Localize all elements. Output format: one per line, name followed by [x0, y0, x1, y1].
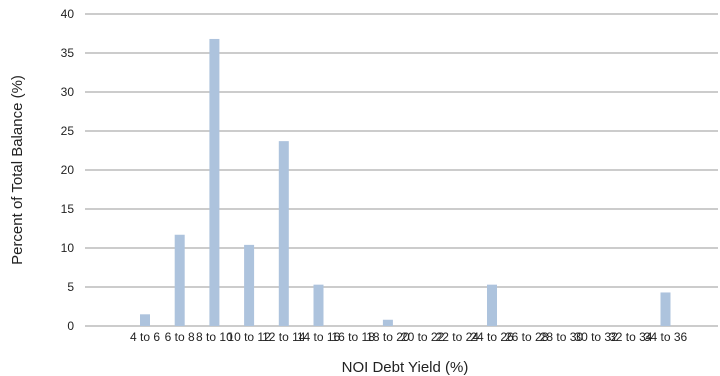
x-tick-label: 10 to 12	[227, 330, 271, 344]
bar	[244, 244, 255, 326]
y-tick-label: 15	[61, 202, 75, 216]
y-tick-label: 5	[67, 280, 74, 294]
y-axis-title: Percent of Total Balance (%)	[9, 75, 26, 265]
x-tick-label: 4 to 6	[130, 330, 160, 344]
x-tick-label: 6 to 8	[165, 330, 195, 344]
bar	[382, 319, 393, 326]
bar	[209, 38, 220, 327]
bar	[313, 284, 324, 326]
bar	[174, 234, 185, 326]
x-tick-label: 30 to 32	[574, 330, 618, 344]
y-tick-label: 30	[61, 85, 75, 99]
bar	[278, 141, 289, 326]
x-tick-label: 16 to 18	[332, 330, 376, 344]
x-tick-label: 24 to 26	[470, 330, 514, 344]
y-tick-label: 40	[61, 7, 75, 21]
y-tick-label: 25	[61, 124, 75, 138]
x-tick-label: 12 to 14	[262, 330, 306, 344]
x-axis-title: NOI Debt Yield (%)	[342, 359, 469, 376]
y-tick-label: 20	[61, 163, 75, 177]
x-tick-label: 32 to 34	[609, 330, 653, 344]
x-tick-label: 28 to 30	[540, 330, 584, 344]
x-tick-label: 8 to 10	[196, 330, 233, 344]
x-tick-label: 34 to 36	[644, 330, 688, 344]
y-tick-label: 0	[67, 319, 74, 333]
x-tick-label: 18 to 20	[366, 330, 410, 344]
y-axis-ticks: 0 5 10 15 20 25 30 35 40	[61, 7, 75, 333]
bar	[487, 284, 497, 326]
y-tick-label: 35	[61, 46, 75, 60]
x-tick-label: 22 to 24	[436, 330, 480, 344]
x-tick-label: 20 to 22	[401, 330, 445, 344]
x-tick-label: 14 to 16	[297, 330, 341, 344]
gridlines	[85, 13, 718, 327]
bar	[140, 314, 150, 326]
bars	[140, 38, 671, 327]
y-tick-label: 10	[61, 241, 75, 255]
x-tick-label: 26 to 28	[505, 330, 549, 344]
bar	[660, 292, 671, 326]
